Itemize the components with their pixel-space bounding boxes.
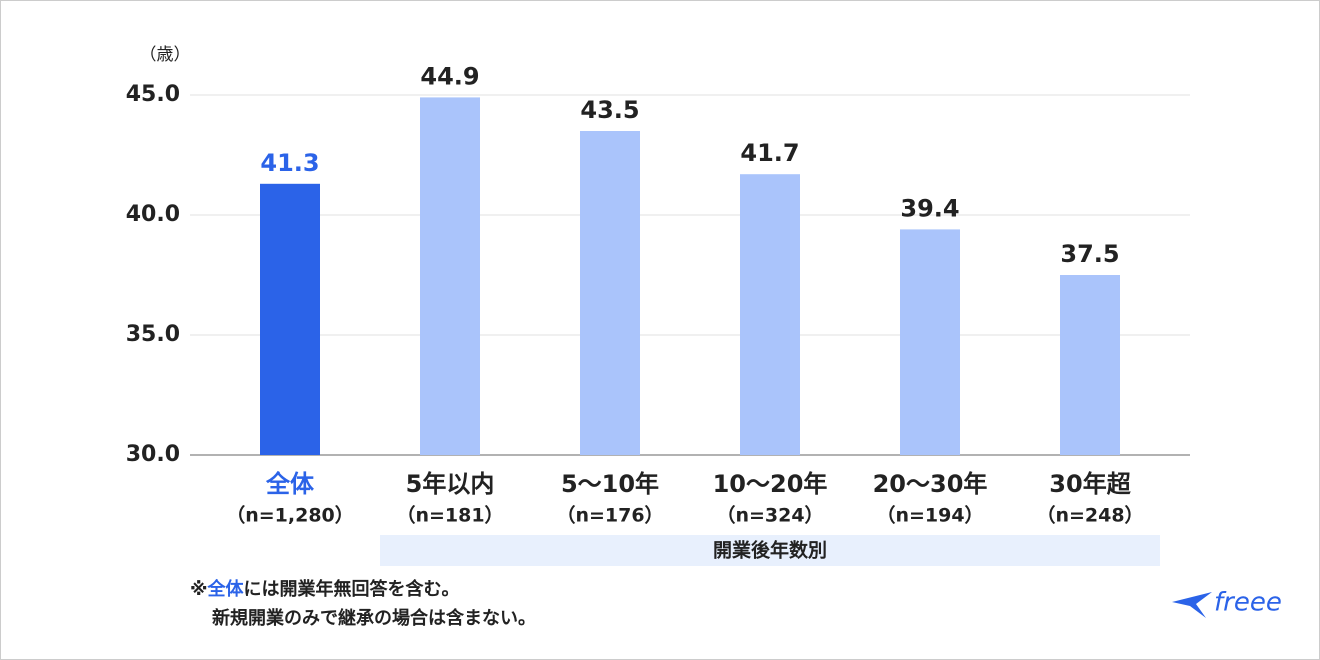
data-label: 43.5 <box>580 96 639 124</box>
y-tick-label: 35.0 <box>126 322 180 347</box>
footnote-line: 新規開業のみで継承の場合は含まない。 <box>212 607 536 629</box>
data-label: 37.5 <box>1060 240 1119 268</box>
y-tick-label: 40.0 <box>126 202 180 227</box>
footnote-part: ※ <box>190 579 208 600</box>
data-label: 41.3 <box>260 149 319 177</box>
sample-size: （n=324） <box>716 504 823 527</box>
data-label: 44.9 <box>420 62 479 90</box>
footnote-part: 新規開業のみで継承の場合は含まない。 <box>212 607 536 629</box>
footnote-part: には開業年無回答を含む。 <box>244 578 460 600</box>
bar <box>260 183 320 456</box>
sample-size: （n=248） <box>1036 504 1143 527</box>
group-band <box>380 535 1160 566</box>
bar <box>900 229 960 455</box>
y-unit: （歳） <box>140 45 191 65</box>
bar <box>420 97 480 456</box>
bar <box>1060 275 1120 455</box>
y-tick-label: 30.0 <box>126 442 180 467</box>
group-label: 開業後年数別 <box>713 539 827 562</box>
logo-bird <box>1172 592 1212 618</box>
x-tick-label: 全体 <box>265 470 315 498</box>
sample-size: （n=1,280） <box>226 504 354 527</box>
logo: freee <box>1214 588 1282 618</box>
x-tick-label: 20〜30年 <box>873 470 988 498</box>
data-label: 41.7 <box>740 139 799 167</box>
data-label: 39.4 <box>900 194 959 222</box>
footnote-line: ※全体には開業年無回答を含む。 <box>190 578 460 600</box>
x-tick-label: 30年超 <box>1049 470 1131 498</box>
x-tick-label: 5〜10年 <box>561 470 659 498</box>
sample-size: （n=194） <box>876 504 983 527</box>
sample-size: （n=181） <box>396 504 503 527</box>
footnote-part: 全体 <box>207 578 245 600</box>
bar <box>740 174 800 455</box>
sample-size: （n=176） <box>556 504 663 527</box>
y-tick-label: 45.0 <box>126 82 180 107</box>
x-tick-label: 10〜20年 <box>713 470 828 498</box>
x-tick-label: 5年以内 <box>406 470 495 498</box>
bar <box>580 131 640 455</box>
